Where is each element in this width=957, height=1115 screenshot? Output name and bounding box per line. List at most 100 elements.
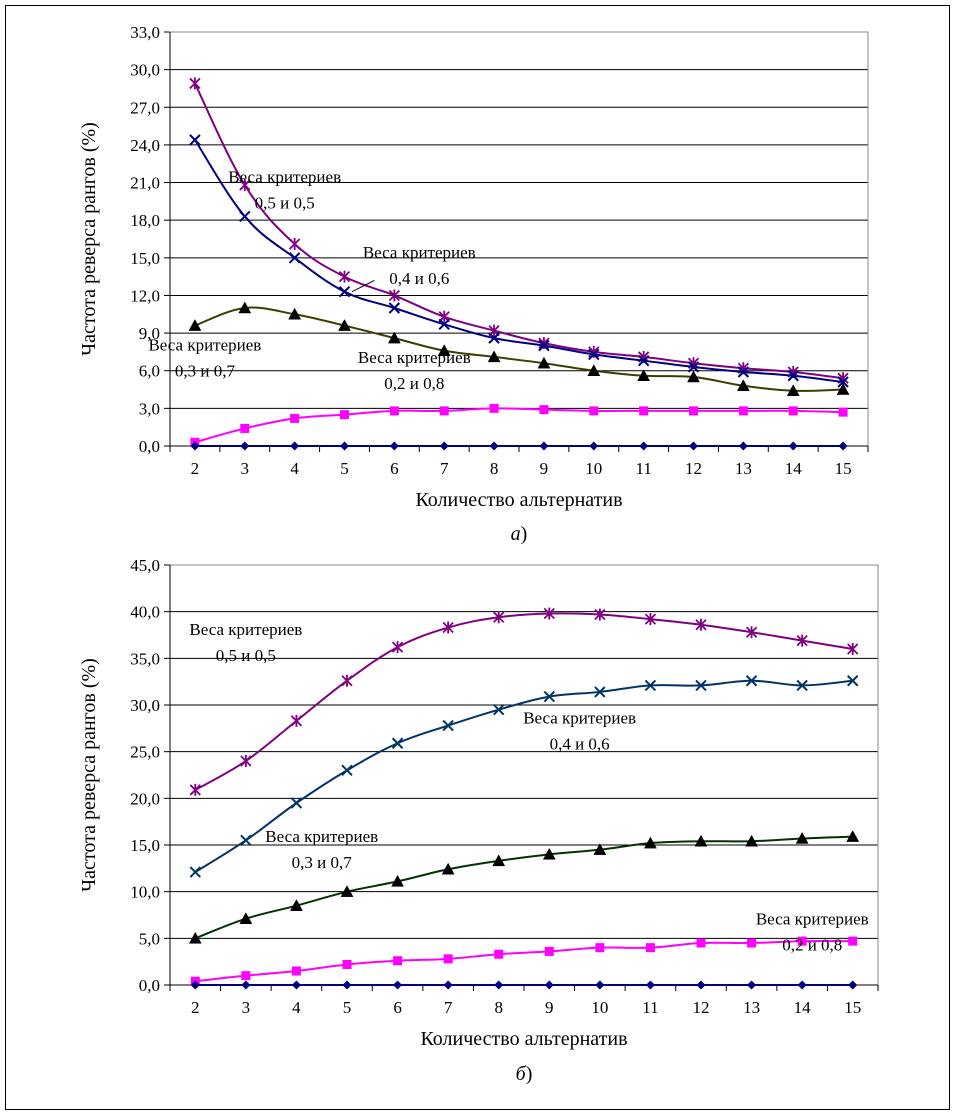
- annotation-line-1: Веса критериев: [189, 620, 302, 639]
- y-tick-label: 25,0: [130, 743, 160, 762]
- series-line: [188, 301, 850, 397]
- data-point: [787, 370, 799, 382]
- data-point: [188, 319, 202, 331]
- data-point: [696, 938, 706, 948]
- annotation-line-2: 0,2 и 0,8: [384, 374, 444, 393]
- series-path: [194, 835, 853, 940]
- data-point: [747, 980, 757, 990]
- series-line: [189, 134, 849, 388]
- data-point: [639, 406, 649, 416]
- y-tick-label: 15,0: [130, 836, 160, 855]
- y-tick-label: 21,0: [130, 174, 160, 193]
- x-tick-label: 8: [494, 998, 503, 1017]
- data-point: [439, 406, 449, 416]
- x-tick-label: 10: [585, 459, 602, 478]
- data-point: [795, 831, 809, 844]
- chart-subtitle: б): [516, 1063, 533, 1085]
- data-point: [342, 980, 352, 990]
- data-point: [289, 238, 301, 251]
- x-tick-label: 14: [794, 998, 812, 1017]
- series-line: [189, 607, 859, 796]
- figure-frame: [5, 5, 950, 1110]
- data-point: [494, 980, 504, 990]
- data-point: [341, 674, 353, 687]
- data-point: [543, 690, 555, 703]
- data-point: [848, 980, 858, 990]
- y-tick-label: 20,0: [130, 789, 160, 808]
- x-tick-label: 13: [743, 998, 760, 1017]
- data-point: [492, 854, 506, 867]
- data-point: [240, 423, 250, 433]
- data-point: [189, 77, 201, 90]
- data-point: [797, 980, 807, 990]
- data-point: [489, 403, 499, 413]
- data-point: [340, 885, 354, 897]
- data-point: [190, 441, 200, 451]
- data-point: [639, 441, 649, 451]
- data-point: [442, 621, 454, 634]
- data-point: [241, 980, 251, 990]
- data-point: [788, 406, 798, 416]
- y-tick-label: 9,0: [139, 324, 160, 343]
- data-point: [493, 703, 505, 716]
- data-point: [747, 938, 757, 948]
- series-line: [188, 830, 860, 944]
- annotation-line-1: Веса критериев: [228, 168, 341, 187]
- data-point: [838, 407, 848, 417]
- data-point: [588, 348, 600, 361]
- data-point: [487, 350, 501, 363]
- data-point: [391, 874, 404, 887]
- annotation-line-2: 0,5 и 0,5: [216, 646, 276, 665]
- x-tick-label: 5: [343, 998, 352, 1017]
- data-point: [543, 607, 555, 620]
- data-point: [391, 641, 404, 654]
- series-path: [194, 306, 844, 392]
- x-tick-label: 12: [685, 459, 702, 478]
- plot-area: [169, 31, 869, 447]
- x-tick-label: 7: [440, 459, 449, 478]
- annotation-line-2: 0,5 и 0,5: [255, 194, 315, 213]
- x-tick-label: 6: [393, 998, 402, 1017]
- data-point: [589, 406, 599, 416]
- annotation-pointer: [351, 279, 375, 293]
- x-tick-label: 5: [340, 459, 349, 478]
- annotation-line-1: Веса критериев: [265, 827, 378, 846]
- data-point: [393, 980, 403, 990]
- data-point: [388, 289, 400, 302]
- data-point: [493, 611, 505, 624]
- data-point: [595, 980, 605, 990]
- y-axis-title: Частота реверса рангов (%): [78, 658, 100, 892]
- x-tick-label: 6: [390, 459, 399, 478]
- x-tick-label: 14: [785, 459, 803, 478]
- y-tick-label: 6,0: [139, 362, 160, 381]
- y-tick-label: 33,0: [130, 23, 160, 42]
- data-point: [239, 179, 251, 192]
- data-point: [393, 956, 403, 966]
- x-tick-label: 15: [844, 998, 861, 1017]
- x-tick-label: 7: [444, 998, 453, 1017]
- data-point: [340, 441, 349, 451]
- data-point: [736, 379, 750, 392]
- y-tick-label: 35,0: [130, 649, 160, 668]
- data-point: [338, 270, 351, 283]
- data-point: [542, 847, 556, 860]
- data-point: [837, 376, 849, 388]
- y-tick-label: 30,0: [130, 696, 160, 715]
- data-point: [190, 980, 200, 990]
- data-point: [696, 980, 706, 990]
- data-point: [291, 966, 301, 976]
- data-point: [290, 899, 303, 911]
- data-point: [788, 441, 798, 451]
- data-point: [644, 836, 657, 849]
- data-point: [687, 370, 700, 383]
- y-tick-label: 0,0: [139, 437, 160, 456]
- series-line: [189, 675, 859, 878]
- data-point: [797, 936, 807, 946]
- data-point: [488, 332, 500, 344]
- chart-2: 0,0 5,0 10,0 15,0 20,0 25,0 30,0 35,0 40,0 45,0 2 3…: [78, 556, 879, 1085]
- data-point: [836, 383, 850, 395]
- data-point: [594, 608, 606, 621]
- data-point: [290, 797, 303, 809]
- data-point: [537, 356, 551, 369]
